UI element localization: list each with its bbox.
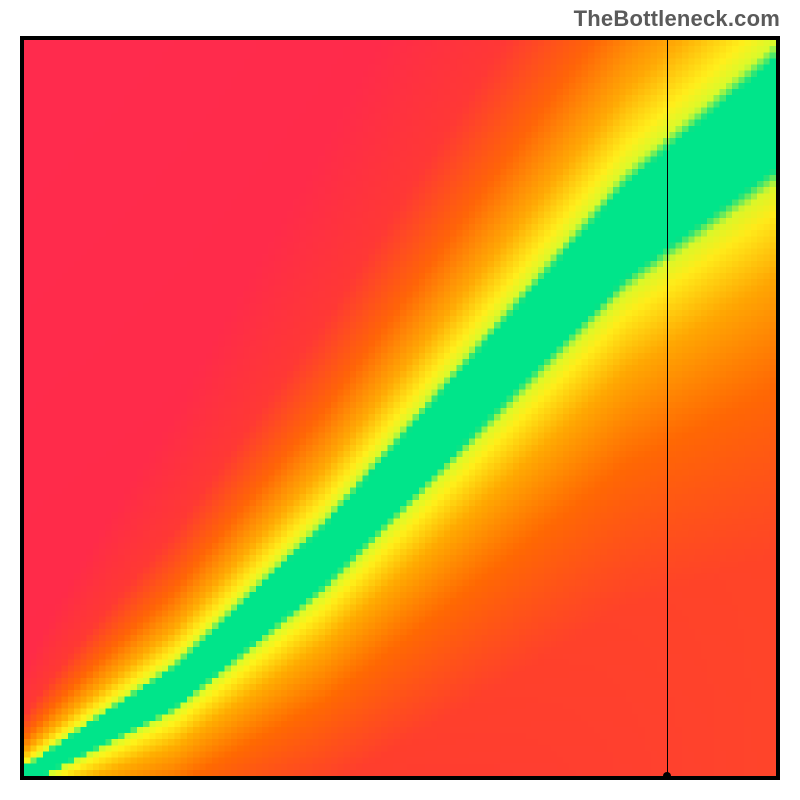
chart-frame (20, 36, 780, 780)
attribution-text: TheBottleneck.com (574, 6, 780, 32)
crosshair-marker-dot (663, 772, 671, 780)
heatmap-area (24, 40, 776, 776)
crosshair-vertical-line (667, 40, 668, 776)
heatmap-canvas (24, 40, 776, 776)
